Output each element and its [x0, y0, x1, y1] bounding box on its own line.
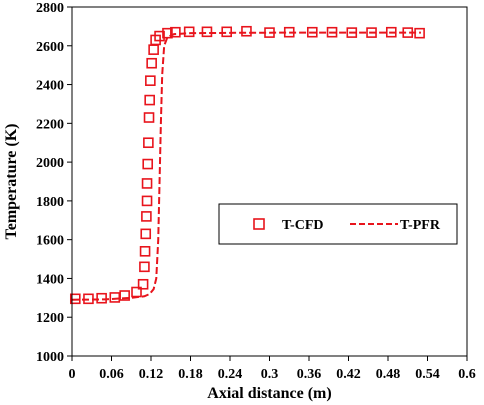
data-point-t-cfd [141, 195, 153, 207]
y-tick-label: 1400 [36, 272, 64, 287]
data-point-t-cfd [144, 94, 155, 106]
legend: T-CFD T-PFR [218, 203, 458, 245]
data-point-t-cfd [170, 26, 181, 38]
data-point-t-cfd [385, 26, 397, 38]
data-point-t-cfd [283, 26, 295, 38]
x-tick-label: 0.42 [336, 367, 361, 382]
data-point-t-cfd [402, 27, 414, 38]
y-tick-label: 2200 [36, 117, 64, 132]
y-tick-label: 2400 [36, 79, 64, 94]
y-axis-title: Temperature (K) [3, 124, 20, 240]
legend-label-t-pfr: T-PFR [400, 218, 441, 233]
data-point-t-cfd [162, 27, 173, 39]
data-point-t-cfd [141, 211, 152, 222]
data-point-t-cfd [148, 44, 159, 55]
y-tick-label: 1000 [36, 350, 64, 365]
data-point-t-cfd [326, 26, 338, 38]
data-point-t-cfd [264, 27, 275, 38]
x-tick-label: 0.18 [178, 367, 203, 382]
y-tick-label: 2000 [36, 156, 64, 171]
data-point-t-cfd [306, 26, 318, 38]
data-point-t-cfd [146, 57, 157, 69]
data-point-t-cfd [201, 26, 213, 38]
y-tick-label: 1200 [36, 311, 64, 326]
data-point-t-cfd [414, 27, 425, 39]
data-point-t-cfd [140, 228, 152, 240]
y-tick-label: 2600 [36, 40, 64, 55]
data-point-t-cfd [139, 261, 150, 273]
data-point-t-cfd [131, 286, 142, 298]
data-point-t-cfd [139, 246, 151, 257]
x-tick-label: 0.36 [297, 367, 322, 382]
plot-frame [71, 6, 468, 357]
x-tick-label: 0 [69, 367, 76, 382]
y-tick-label: 1600 [36, 234, 64, 249]
data-point-t-cfd [83, 293, 94, 305]
legend-box [218, 203, 458, 245]
data-point-t-cfd [241, 25, 252, 37]
data-point-t-cfd [141, 178, 153, 189]
x-tick-label: 0.54 [415, 367, 440, 382]
data-point-t-cfd [96, 292, 107, 304]
data-point-t-cfd [346, 27, 358, 38]
axis-ticks: 0 0.06 0.12 0.18 0.24 0.3 0.36 0.42 0.48 0.54 0.6 1… [36, 1, 476, 382]
data-point-t-cfd [366, 27, 377, 38]
data-point-t-cfd [183, 26, 195, 38]
legend-marker-t-cfd [253, 218, 265, 230]
x-tick-label: 0.12 [139, 367, 164, 382]
data-point-t-cfd [142, 158, 154, 170]
y-tick-label: 1800 [36, 195, 64, 210]
series-line-t-pfr [71, 31, 421, 301]
data-point-t-cfd [221, 26, 233, 38]
data-point-t-cfd [119, 290, 130, 301]
x-tick-label: 0.3 [261, 367, 279, 382]
data-point-t-cfd [109, 292, 121, 303]
x-tick-label: 0.06 [99, 367, 124, 382]
data-point-t-cfd [137, 278, 149, 290]
x-tick-label: 0.6 [458, 367, 476, 382]
legend-label-t-cfd: T-CFD [282, 218, 324, 233]
plot-marks [69, 25, 425, 305]
x-tick-label: 0.24 [218, 367, 243, 382]
x-tick-label: 0.48 [376, 367, 401, 382]
data-point-t-cfd [69, 293, 81, 305]
y-tick-label: 2800 [36, 1, 64, 16]
data-point-t-cfd [145, 75, 156, 86]
data-point-t-cfd [143, 137, 154, 149]
data-point-t-cfd [143, 112, 155, 123]
data-point-t-cfd [154, 30, 165, 42]
x-axis-title: Axial distance (m) [207, 385, 331, 402]
